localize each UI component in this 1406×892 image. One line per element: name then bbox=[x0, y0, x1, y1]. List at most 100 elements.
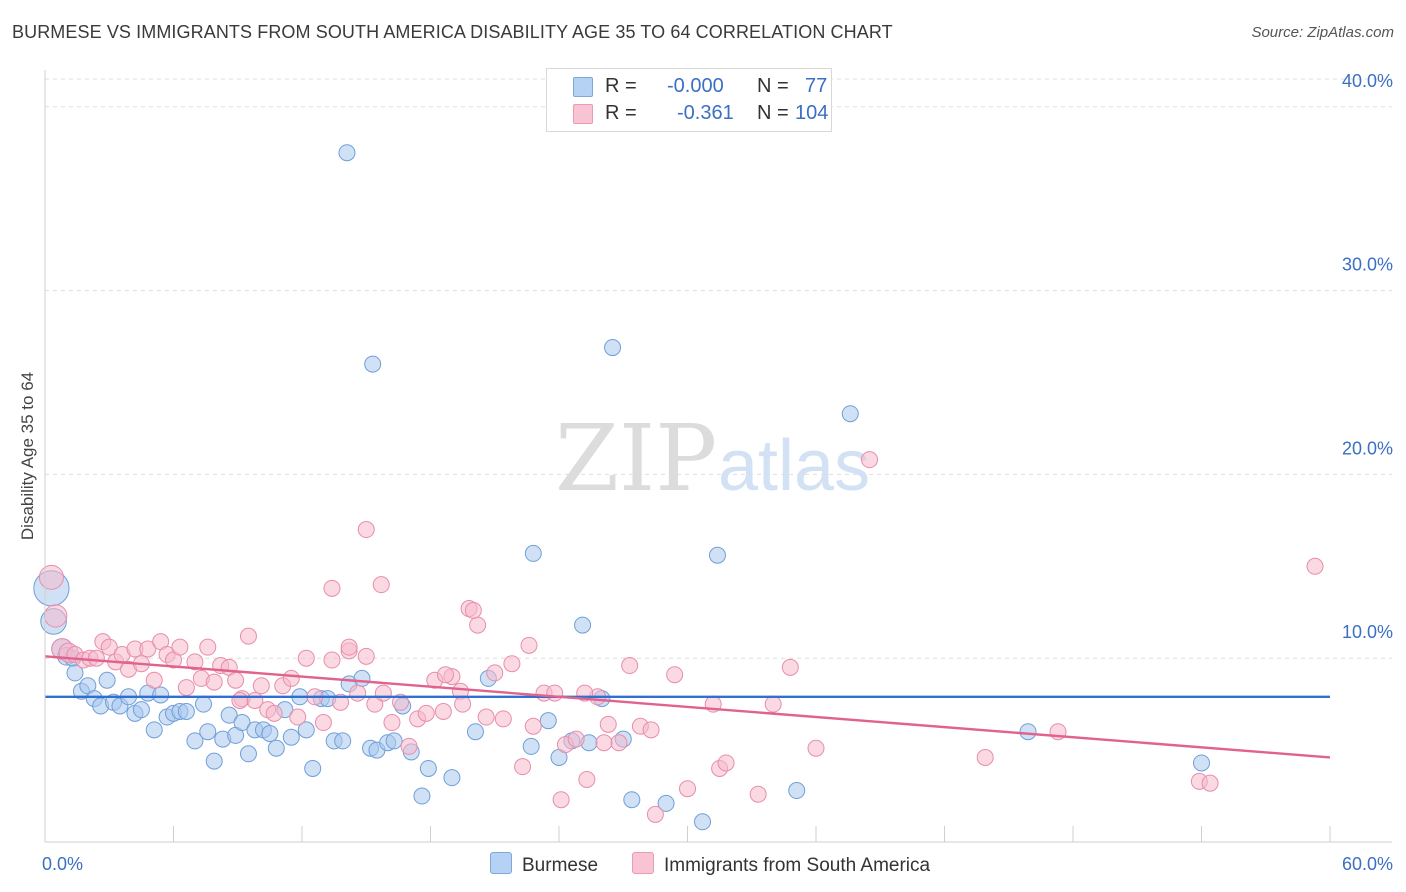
burmese-point bbox=[353, 669, 371, 687]
south-america-point bbox=[199, 638, 217, 656]
burmese-point bbox=[539, 712, 557, 730]
burmese-point bbox=[282, 728, 300, 746]
burmese-point bbox=[199, 723, 217, 741]
south-america-point bbox=[807, 739, 825, 757]
south-america-n-value: 104 bbox=[795, 102, 829, 124]
burmese-point bbox=[267, 739, 285, 757]
y-axis-label: Disability Age 35 to 64 bbox=[18, 372, 37, 540]
burmese-point bbox=[177, 702, 195, 720]
south-america-point bbox=[239, 627, 257, 645]
stats-legend: R = -0.000 N = 77 R = -0.361 N = 104 bbox=[546, 68, 832, 132]
south-america-point bbox=[265, 704, 283, 722]
burmese-point bbox=[522, 737, 540, 755]
burmese-point bbox=[338, 144, 356, 162]
south-america-trend-line bbox=[44, 655, 1331, 759]
burmese-point bbox=[261, 725, 279, 743]
south-america-point bbox=[282, 669, 300, 687]
south-america-point bbox=[357, 521, 375, 539]
burmese-point bbox=[657, 794, 675, 812]
burmese-point bbox=[66, 664, 84, 682]
south-america-point bbox=[436, 666, 454, 684]
grid-layer bbox=[45, 78, 1392, 659]
burmese-point bbox=[841, 405, 859, 423]
burmese-legend-label: Burmese bbox=[522, 855, 599, 876]
south-america-point bbox=[524, 717, 542, 735]
south-america-point bbox=[205, 673, 223, 691]
south-america-point bbox=[749, 785, 767, 803]
burmese-swatch bbox=[490, 852, 512, 874]
n-label: N = bbox=[757, 75, 789, 97]
burmese-point bbox=[205, 752, 223, 770]
burmese-n-value: 77 bbox=[805, 75, 828, 97]
bottom-legend-south-america: Immigrants from South America bbox=[632, 852, 930, 877]
bottom-legend-burmese: Burmese bbox=[490, 852, 598, 877]
source-label: Source: ZipAtlas.com bbox=[1251, 24, 1394, 41]
burmese-point bbox=[152, 686, 170, 704]
burmese-point bbox=[574, 616, 592, 634]
south-america-point bbox=[477, 708, 495, 726]
south-america-point bbox=[252, 677, 270, 695]
points-layer bbox=[33, 144, 1324, 831]
burmese-point bbox=[132, 701, 150, 719]
south-america-point bbox=[514, 758, 532, 776]
south-america-point bbox=[764, 695, 782, 713]
south-america-point bbox=[642, 721, 660, 739]
burmese-swatch bbox=[573, 77, 593, 97]
south-america-point bbox=[372, 576, 390, 594]
south-america-point bbox=[861, 451, 879, 469]
south-america-point bbox=[349, 684, 367, 702]
y-tick-label: 20.0% bbox=[1342, 438, 1393, 458]
burmese-point bbox=[413, 787, 431, 805]
burmese-point bbox=[334, 732, 352, 750]
y-tick-label: 10.0% bbox=[1342, 622, 1393, 642]
south-america-point bbox=[383, 714, 401, 732]
south-america-point bbox=[520, 636, 538, 654]
burmese-point bbox=[239, 745, 257, 763]
south-america-point bbox=[599, 715, 617, 733]
burmese-point bbox=[708, 546, 726, 564]
south-america-point bbox=[332, 693, 350, 711]
burmese-point bbox=[419, 759, 437, 777]
south-america-point bbox=[486, 664, 504, 682]
watermark: ZIP atlas bbox=[555, 405, 870, 512]
r-label: R = bbox=[605, 75, 637, 97]
south-america-point bbox=[374, 684, 392, 702]
south-america-point bbox=[503, 655, 521, 673]
south-america-point bbox=[464, 601, 482, 619]
south-america-point bbox=[781, 658, 799, 676]
burmese-point bbox=[194, 695, 212, 713]
burmese-point bbox=[297, 721, 315, 739]
south-america-point bbox=[610, 734, 628, 752]
south-america-point bbox=[139, 640, 157, 658]
burmese-point bbox=[304, 759, 322, 777]
south-america-point bbox=[340, 638, 358, 656]
burmese-point bbox=[524, 544, 542, 562]
south-america-r-value: -0.361 bbox=[677, 102, 734, 124]
south-america-swatch bbox=[573, 104, 593, 124]
south-america-point bbox=[454, 695, 472, 713]
burmese-point bbox=[220, 706, 238, 724]
south-america-point bbox=[323, 651, 341, 669]
south-america-point bbox=[323, 579, 341, 597]
axis-layer: 10.0% 20.0% 30.0% 40.0% 0.0% 60.0% bbox=[42, 70, 1393, 874]
south-america-point bbox=[289, 708, 307, 726]
burmese-point bbox=[364, 355, 382, 373]
south-america-point bbox=[314, 714, 332, 732]
chart-title: BURMESE VS IMMIGRANTS FROM SOUTH AMERICA… bbox=[12, 22, 893, 42]
south-america-point bbox=[469, 616, 487, 634]
south-america-point bbox=[100, 638, 118, 656]
south-america-point bbox=[357, 647, 375, 665]
burmese-point bbox=[186, 732, 204, 750]
south-america-point bbox=[171, 638, 189, 656]
trend-layer bbox=[44, 655, 1331, 759]
south-america-point bbox=[434, 702, 452, 720]
y-tick-label: 40.0% bbox=[1342, 71, 1393, 91]
south-america-point bbox=[578, 771, 596, 789]
south-america-point bbox=[679, 780, 696, 798]
burmese-point bbox=[145, 721, 163, 739]
south-america-point bbox=[666, 666, 684, 684]
burmese-point bbox=[1193, 754, 1210, 772]
south-america-point bbox=[177, 679, 195, 697]
burmese-point bbox=[466, 723, 484, 741]
